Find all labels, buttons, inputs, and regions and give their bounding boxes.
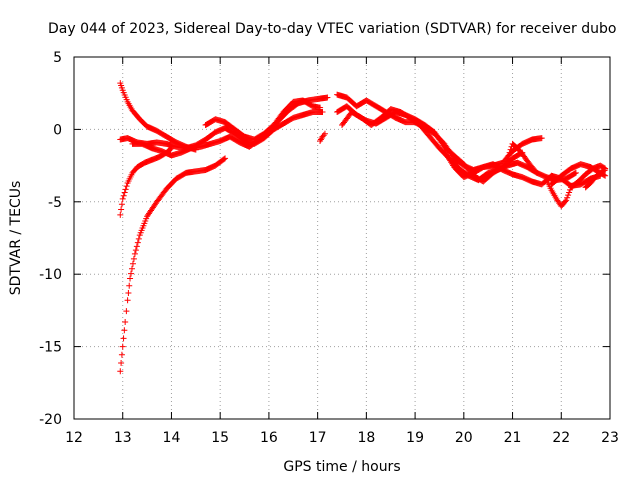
x-tick-label: 20 — [455, 430, 473, 446]
data-point — [117, 368, 124, 375]
x-tick-label: 17 — [309, 430, 327, 446]
data-point — [321, 130, 328, 137]
data-point — [507, 146, 514, 153]
data-point — [533, 169, 540, 176]
data-point — [123, 308, 130, 315]
x-tick-label: 15 — [211, 430, 229, 446]
data-point — [130, 255, 137, 262]
data-point — [117, 211, 124, 218]
axis-ticks — [73, 56, 611, 420]
y-tick-label: -10 — [39, 267, 62, 283]
data-point — [118, 360, 125, 367]
plot-frame — [73, 56, 611, 420]
data-point — [121, 189, 128, 196]
data-point — [566, 189, 573, 196]
data-point — [131, 250, 138, 257]
data-point — [128, 265, 135, 272]
data-point — [317, 104, 324, 111]
data-point — [562, 198, 569, 205]
data-point — [567, 186, 574, 193]
data-point — [504, 155, 511, 162]
data-point — [119, 343, 126, 350]
x-tick-label: 13 — [114, 430, 132, 446]
x-tick-label: 22 — [552, 430, 570, 446]
data-point — [602, 172, 609, 179]
data-point — [123, 183, 130, 190]
tick-labels: 12 13 14 15 16 17 18 19 20 21 22 23 5 0 -5 -10 -15 -20 — [39, 50, 619, 446]
chart-title: Day 044 of 2023, Sidereal Day-to-day VTE… — [48, 21, 616, 37]
data-point — [122, 186, 129, 193]
y-tick-label: -20 — [39, 412, 62, 428]
x-tick-label: 23 — [601, 430, 619, 446]
x-tick-label: 16 — [260, 430, 278, 446]
data-point — [135, 235, 142, 242]
series-track-f — [202, 97, 324, 143]
data-point — [124, 297, 131, 304]
data-point — [538, 135, 545, 142]
data-point — [126, 282, 133, 289]
y-tick-label: -5 — [48, 195, 62, 211]
data-point — [121, 327, 128, 334]
data-point — [120, 335, 127, 342]
data-point — [319, 109, 326, 116]
grid-lines — [74, 57, 610, 419]
data-point — [324, 94, 331, 101]
data-point — [506, 149, 513, 156]
x-tick-label: 14 — [163, 430, 181, 446]
x-axis-label: GPS time / hours — [283, 459, 400, 475]
data-point — [505, 152, 512, 159]
data-point — [119, 195, 126, 202]
data-point — [118, 206, 125, 213]
series-track-b — [117, 155, 229, 375]
data-point — [118, 201, 125, 208]
x-tick-label: 18 — [357, 430, 375, 446]
data-point — [572, 169, 579, 176]
data-point — [120, 192, 127, 199]
y-tick-label: 0 — [53, 122, 62, 138]
y-tick-label: -15 — [39, 340, 62, 356]
data-points — [117, 80, 609, 375]
data-point — [122, 318, 129, 325]
data-point — [563, 197, 570, 204]
series-track-c — [117, 145, 175, 218]
data-point — [222, 155, 229, 162]
x-tick-label: 12 — [65, 430, 83, 446]
series-track-g — [317, 130, 328, 144]
data-point — [132, 247, 139, 254]
y-axis-label: SDTVAR / TECUs — [8, 181, 24, 296]
y-tick-label: 5 — [53, 50, 62, 66]
data-point — [118, 351, 125, 358]
data-point — [571, 170, 578, 177]
data-point — [128, 270, 135, 277]
data-point — [532, 168, 539, 175]
data-point — [601, 167, 608, 174]
data-point — [320, 132, 327, 139]
series-track-o — [582, 166, 609, 191]
data-point — [134, 239, 141, 246]
data-point — [602, 166, 609, 173]
series-track-l — [504, 140, 540, 176]
data-point — [221, 156, 228, 163]
x-tick-label: 21 — [504, 430, 522, 446]
data-point — [127, 275, 134, 282]
data-point — [129, 260, 136, 267]
data-point — [564, 194, 571, 201]
data-point — [565, 192, 572, 199]
data-point — [125, 290, 132, 297]
x-tick-label: 19 — [406, 430, 424, 446]
data-point — [133, 243, 140, 250]
